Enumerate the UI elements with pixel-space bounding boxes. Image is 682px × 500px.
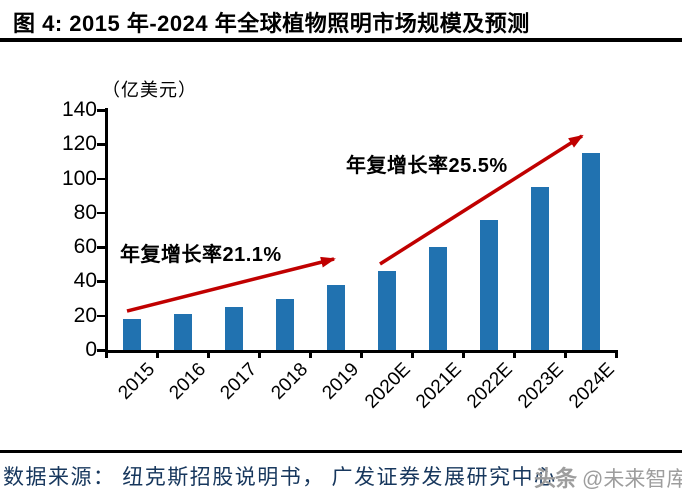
bar-2018 <box>275 298 294 350</box>
bar-2022E <box>479 219 498 350</box>
watermark: 头条 @未来智库 <box>534 461 682 493</box>
x-tick-mark <box>309 350 312 358</box>
y-tick-label: 120 <box>61 132 97 156</box>
bar-2020E <box>377 271 396 350</box>
y-tick-label: 20 <box>73 303 97 327</box>
bar-2015 <box>122 319 141 350</box>
bar-2019 <box>326 284 345 350</box>
bar-chart: （亿美元） 0 20 40 60 80 100 120 140 2015 2016 2017 201… <box>61 80 619 413</box>
data-source-text: 数据来源： 纽克斯招股说明书， 广发证券发展研究中心 <box>3 465 557 489</box>
x-tick-label: 2024E <box>564 359 619 413</box>
figure-title: 图 4: 2015 年-2024 年全球植物照明市场规模及预测 <box>13 11 530 36</box>
bar-2016 <box>173 314 192 350</box>
x-tick-label: 2023E <box>513 359 568 413</box>
y-tick-label: 40 <box>73 269 97 293</box>
x-tick-label: 2017 <box>216 359 262 404</box>
y-tick-label: 80 <box>73 200 97 224</box>
x-tick-mark <box>105 350 108 358</box>
footer-divider <box>0 450 682 453</box>
cagr-annotation: 年复增长率21.1% <box>120 244 282 266</box>
y-tick-mark <box>97 280 106 283</box>
y-tick-label: 60 <box>73 235 97 259</box>
y-tick-mark <box>97 143 106 146</box>
y-axis-line <box>105 108 108 352</box>
toutiao-logo: 头条 <box>534 466 577 491</box>
x-tick-mark <box>258 350 261 358</box>
bar-2024E <box>581 152 600 350</box>
x-tick-mark <box>564 350 567 358</box>
bar-2021E <box>428 247 447 350</box>
x-tick-label: 2016 <box>165 359 211 404</box>
y-tick-mark <box>97 177 106 181</box>
x-tick-label: 2019 <box>318 359 364 404</box>
x-tick-mark <box>411 350 414 358</box>
y-tick-mark <box>97 246 106 249</box>
x-tick-mark <box>156 350 159 358</box>
x-tick-mark <box>615 350 618 358</box>
x-tick-label: 2018 <box>267 359 313 404</box>
x-tick-mark <box>513 350 516 358</box>
x-tick-label: 2022E <box>462 359 517 413</box>
x-tick-mark <box>462 350 465 358</box>
watermark-handle: @未来智库 <box>582 468 682 491</box>
y-tick-label: 100 <box>61 166 97 190</box>
x-tick-label: 2015 <box>114 359 160 404</box>
y-tick-mark <box>97 211 106 215</box>
cagr-annotation: 年复增长率25.5% <box>346 155 508 177</box>
y-tick-mark <box>97 109 106 112</box>
y-tick-label: 0 <box>85 338 97 361</box>
x-tick-label: 2020E <box>360 359 415 413</box>
x-tick-label: 2021E <box>411 359 466 413</box>
x-tick-mark <box>207 350 210 358</box>
bar-2017 <box>224 307 243 350</box>
x-tick-mark <box>360 350 363 358</box>
y-tick-mark <box>97 349 106 352</box>
y-tick-label: 140 <box>61 98 97 121</box>
title-divider <box>0 38 682 42</box>
bar-2023E <box>530 187 549 350</box>
y-axis-unit-label: （亿美元） <box>102 80 197 100</box>
y-tick-mark <box>97 314 106 318</box>
